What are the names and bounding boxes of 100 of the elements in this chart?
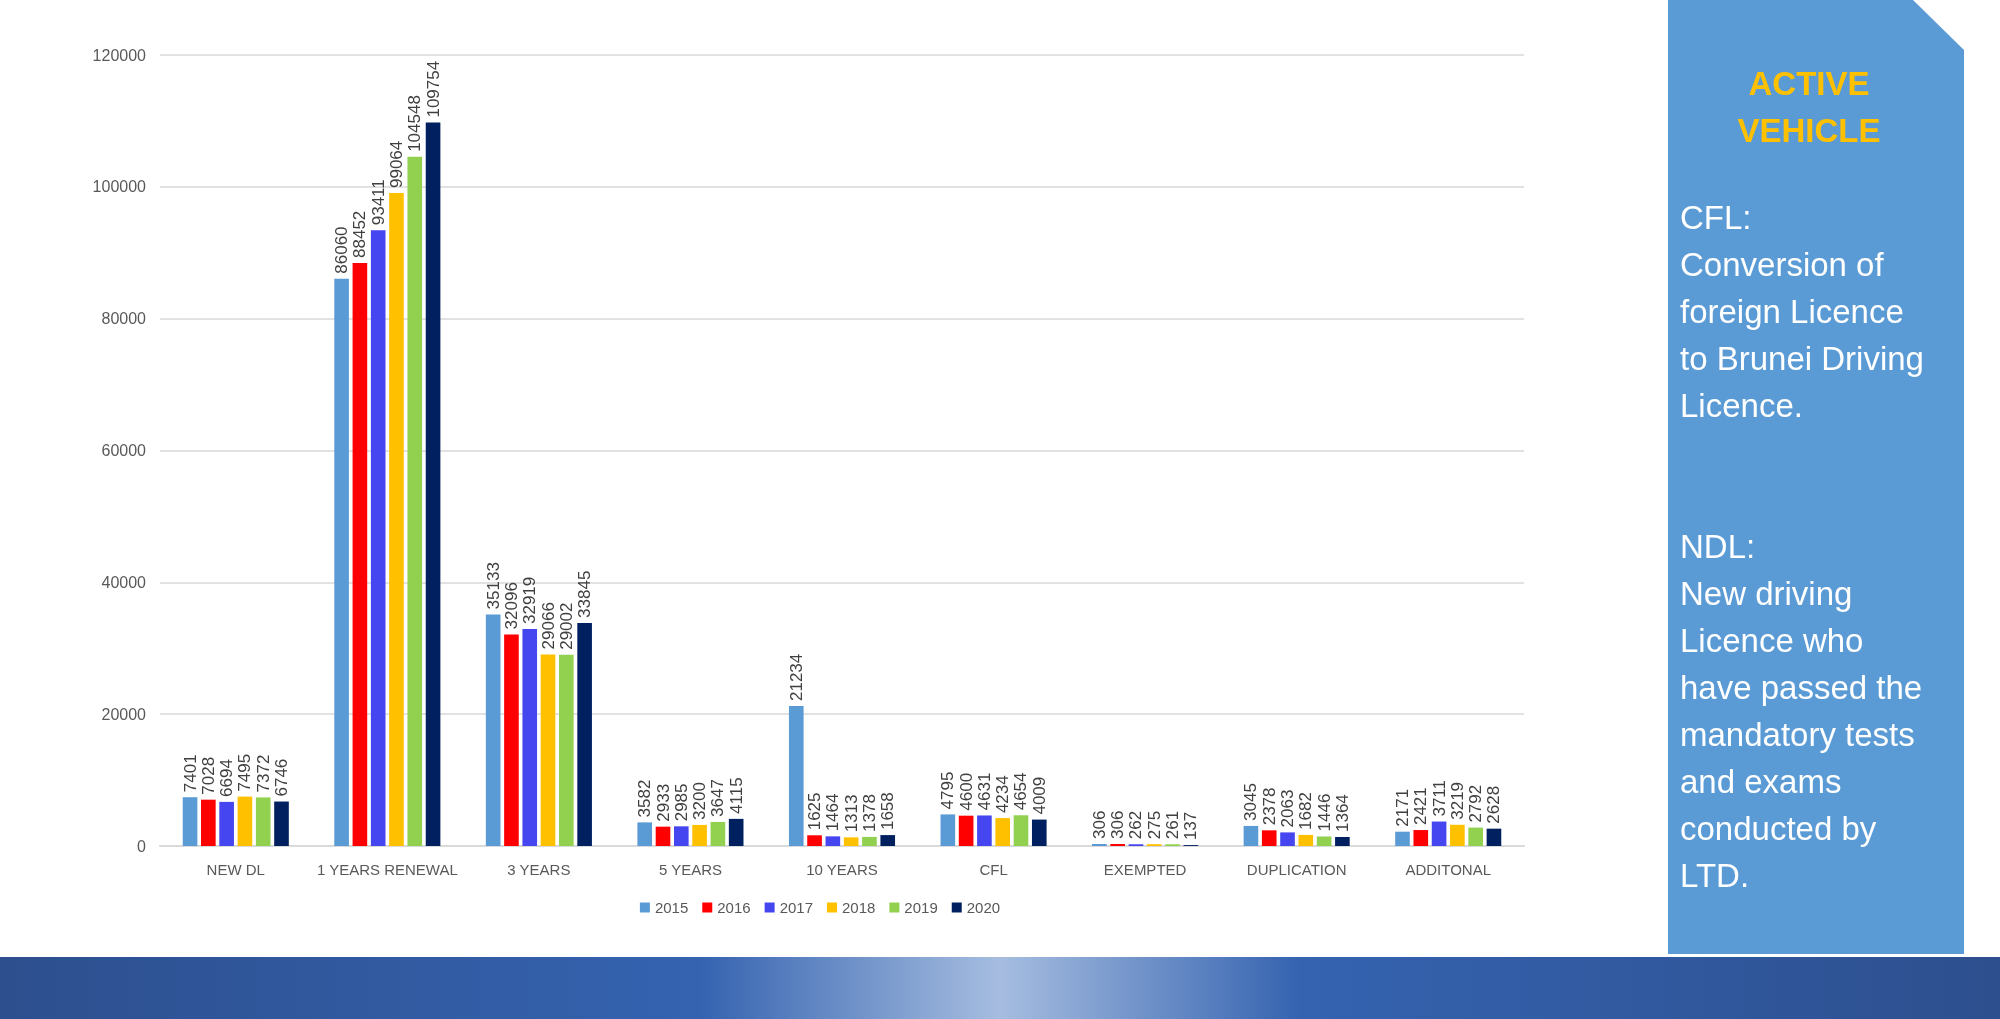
bar: [237, 796, 253, 846]
text: NDL:: [1680, 527, 1757, 567]
data-label: 4795: [938, 771, 958, 810]
x-tick-label: ADDITONAL: [1405, 861, 1492, 878]
data-label: 4009: [1029, 776, 1049, 815]
data-label: 35133: [483, 562, 503, 610]
bar: [692, 824, 707, 846]
data-label: 7372: [253, 754, 273, 793]
x-tick-label: DUPLICATION: [1246, 861, 1347, 878]
bar: [182, 797, 198, 846]
bar: [334, 278, 349, 846]
bar: [219, 801, 234, 846]
bar: [201, 799, 216, 846]
bar: [1280, 832, 1295, 846]
bar: [407, 156, 423, 846]
data-label: 32096: [501, 582, 521, 630]
data-label: 2933: [653, 783, 673, 822]
data-label: 6746: [272, 758, 292, 797]
legend-label: 2015: [654, 899, 689, 916]
bar: [673, 826, 689, 846]
y-tick-label: 20000: [101, 705, 147, 723]
data-label: 3219: [1447, 781, 1467, 820]
data-label: 4654: [1011, 772, 1031, 811]
bar: [728, 818, 744, 846]
bar: [1431, 821, 1447, 846]
bar: [1468, 827, 1483, 846]
data-label: 137: [1181, 811, 1201, 841]
data-label: 1313: [841, 794, 861, 833]
data-label: 4600: [956, 772, 976, 811]
data-label: 7495: [235, 753, 255, 792]
data-label: 1446: [1314, 793, 1334, 832]
bar: [958, 815, 974, 846]
data-label: 3647: [708, 779, 728, 817]
data-label: 7028: [198, 756, 218, 795]
text: New driving Licence who have passed the mandatory tests and exams conducted by LTD.: [1680, 574, 1924, 896]
data-label: 6694: [217, 759, 237, 797]
legend-label: 2016: [717, 899, 751, 916]
data-label: 2985: [671, 783, 691, 822]
data-label: 88452: [350, 210, 370, 258]
text: ACTIVE VEHICLE: [1736, 64, 1882, 151]
data-label: 4115: [726, 777, 746, 814]
data-label: 306: [1089, 810, 1109, 839]
y-tick-label: 120000: [92, 46, 147, 64]
bar: [637, 822, 653, 846]
bar: [1013, 815, 1029, 846]
bar: [1395, 831, 1410, 846]
data-label: 33845: [575, 570, 595, 618]
x-tick-label: CFL: [979, 861, 1008, 878]
bar: [255, 797, 271, 846]
bar: [788, 706, 804, 846]
data-label: 1658: [878, 792, 898, 831]
bar: [1450, 824, 1465, 846]
legend-label: 2020: [966, 899, 1001, 916]
data-label: 21234: [786, 653, 806, 702]
bar: [1486, 828, 1502, 846]
y-tick-label: 80000: [101, 310, 147, 328]
data-label: 3045: [1241, 783, 1261, 821]
bar: [485, 614, 501, 846]
data-label: 93411: [368, 179, 388, 226]
bar: [843, 837, 859, 846]
data-label: 3200: [690, 782, 710, 820]
bar: [862, 836, 877, 846]
data-label: 7401: [180, 754, 200, 793]
bar: [370, 230, 386, 846]
bar: [825, 836, 841, 846]
data-label: 2628: [1484, 785, 1504, 824]
data-label: 104548: [405, 95, 425, 152]
x-tick-label: 10 YEARS: [806, 861, 878, 878]
bar: [1261, 830, 1277, 846]
data-label: 2063: [1278, 789, 1298, 828]
bar: [1243, 825, 1259, 846]
bar: [880, 835, 896, 846]
data-label: 1682: [1296, 792, 1316, 830]
bar: [1413, 830, 1429, 846]
data-label: 262: [1126, 810, 1146, 840]
bar: [352, 262, 368, 846]
data-label: 2171: [1392, 788, 1412, 827]
y-tick-label: 40000: [101, 573, 147, 591]
data-label: 4631: [974, 772, 994, 811]
bar: [940, 814, 956, 846]
bar: [1316, 836, 1332, 846]
x-tick-label: 3 YEARS: [507, 861, 571, 878]
y-tick-label: 60000: [101, 442, 147, 459]
data-label: 1378: [859, 794, 879, 832]
data-label: 3582: [635, 779, 655, 818]
data-label: 1625: [805, 792, 825, 831]
x-tick-label: NEW DL: [206, 861, 265, 878]
data-label: 4234: [993, 775, 1013, 814]
bar: [559, 654, 574, 846]
bar: [1031, 819, 1047, 846]
x-tick-label: 1 YEARS RENEWAL: [316, 861, 458, 878]
bar: [807, 835, 822, 846]
data-label: 86060: [332, 226, 352, 274]
legend-label: 2017: [779, 899, 814, 916]
data-label: 275: [1144, 810, 1164, 840]
data-label: 306: [1108, 810, 1128, 839]
bar: [540, 654, 556, 846]
x-tick-label: 5 YEARS: [658, 861, 722, 878]
bar: [425, 122, 441, 846]
bar: [389, 193, 404, 846]
